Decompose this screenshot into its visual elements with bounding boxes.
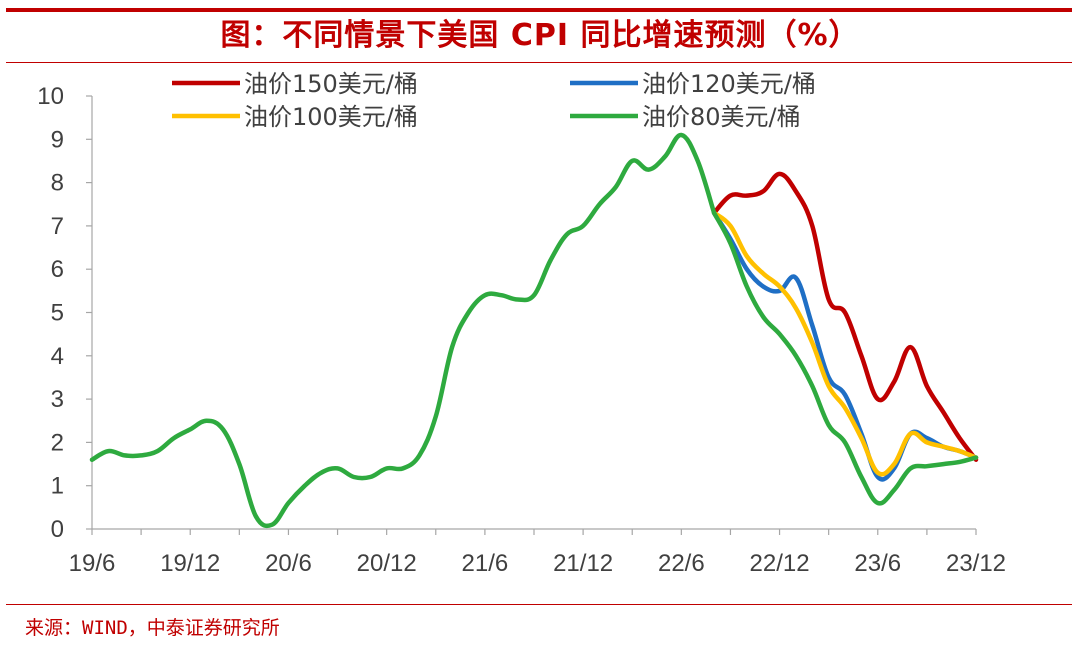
y-tick-label: 9 bbox=[51, 126, 64, 153]
history-line bbox=[89, 132, 717, 529]
title-rule bbox=[6, 62, 1072, 63]
x-tick-label: 21/12 bbox=[553, 550, 613, 577]
x-tick-label: 22/12 bbox=[750, 550, 810, 577]
legend-label: 油价120美元/桶 bbox=[642, 70, 816, 98]
axes: 0 1 2 3 4 5 6 7 8 9 10 19/6 19/12 20/6 20/12 21/6 21/12 2… bbox=[37, 83, 1006, 577]
legend-label: 油价150美元/桶 bbox=[244, 70, 418, 98]
x-tick-label: 19/6 bbox=[69, 550, 116, 577]
series-line-1 bbox=[711, 171, 979, 462]
x-tick-label: 20/6 bbox=[265, 550, 312, 577]
x-tick-label: 23/6 bbox=[854, 550, 901, 577]
x-tick-label: 22/6 bbox=[658, 550, 705, 577]
y-tick-label: 10 bbox=[37, 83, 64, 110]
chart-title: 图：不同情景下美国 CPI 同比增速预测（%） bbox=[220, 18, 860, 53]
series-line-2 bbox=[711, 210, 979, 482]
series-line-3 bbox=[711, 210, 979, 477]
x-tick-label: 21/6 bbox=[462, 550, 509, 577]
source-note: 来源：WIND，中泰证券研究所 bbox=[25, 617, 280, 639]
y-tick-label: 3 bbox=[51, 386, 64, 413]
x-tick-label: 23/12 bbox=[946, 550, 1006, 577]
y-tick-label: 8 bbox=[51, 170, 64, 197]
bottom-rule bbox=[6, 604, 1072, 605]
legend-label: 油价80美元/桶 bbox=[642, 103, 801, 131]
x-tick-label: 19/12 bbox=[160, 550, 220, 577]
x-tick-label: 20/12 bbox=[357, 550, 417, 577]
y-tick-label: 4 bbox=[51, 343, 64, 370]
top-rule bbox=[6, 8, 1072, 12]
y-tick-label: 0 bbox=[51, 516, 64, 543]
y-tick-label: 1 bbox=[51, 473, 64, 500]
y-tick-label: 2 bbox=[51, 429, 64, 456]
series-lines bbox=[89, 132, 979, 529]
cpi-line-chart: 0 1 2 3 4 5 6 7 8 9 10 19/6 19/12 20/6 20/12 21/6 21/12 2… bbox=[37, 70, 1006, 577]
y-tick-label: 6 bbox=[51, 256, 64, 283]
y-tick-label: 5 bbox=[51, 300, 64, 327]
series-line-4 bbox=[711, 210, 979, 506]
y-tick-label: 7 bbox=[51, 213, 64, 240]
legend-label: 油价100美元/桶 bbox=[244, 103, 418, 131]
